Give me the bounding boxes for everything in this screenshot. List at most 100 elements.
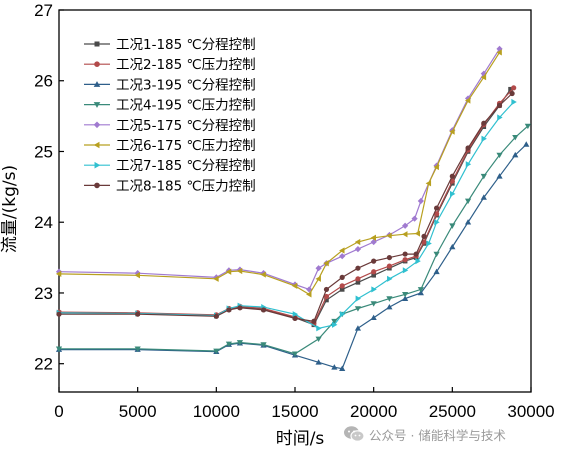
legend-label: 工况2-185 ℃压力控制	[116, 57, 256, 73]
legend-label: 工况6-175 ℃压力控制	[116, 138, 256, 154]
series-5-point	[315, 265, 322, 272]
series-4-point	[260, 342, 267, 348]
series-7-point	[511, 98, 517, 106]
y-tick-label: 27	[34, 1, 53, 20]
series-3-point	[433, 268, 440, 275]
series-1-point	[371, 272, 376, 278]
series-3-point	[512, 151, 519, 158]
series-8-point	[465, 145, 471, 151]
x-axis-title: 时间/s	[276, 429, 325, 449]
series-layer	[55, 45, 531, 371]
series-5-point	[370, 238, 377, 246]
series-4-point	[417, 287, 424, 293]
series-8-point	[226, 307, 232, 313]
series-7-point	[450, 190, 456, 198]
series-4-point	[449, 223, 456, 229]
series-5-point	[354, 246, 362, 253]
series-8-point	[386, 254, 392, 261]
series-8-point	[496, 102, 503, 109]
series-6-point	[225, 268, 232, 275]
series-8-point	[355, 265, 361, 271]
series-7-point	[497, 114, 503, 121]
legend-entry-5: 工况5-175 ℃分程控制	[84, 118, 256, 134]
series-7-point	[355, 295, 362, 302]
series-3-point	[386, 304, 393, 310]
series-2-point	[371, 269, 377, 275]
legend-marker	[94, 161, 101, 169]
series-8-point	[434, 205, 440, 211]
legend-marker	[93, 121, 101, 129]
series-3-point	[480, 194, 487, 200]
series-5-point	[411, 215, 418, 222]
series-4-point	[213, 348, 220, 355]
series-6-point	[480, 74, 487, 81]
series-8-point	[339, 274, 345, 280]
series-4-point	[512, 135, 519, 141]
series-1-line	[58, 88, 511, 326]
legend-label: 工况3-195 ℃分程控制	[116, 77, 256, 93]
y-tick-label: 22	[34, 355, 53, 374]
series-3-point	[339, 365, 346, 371]
x-tick-label: 10000	[193, 402, 240, 421]
series-6-point	[370, 234, 376, 241]
series-2-point	[511, 85, 517, 91]
legend-entry-3: 工况3-195 ℃分程控制	[84, 77, 256, 93]
legend-label: 工况7-185 ℃分程控制	[116, 158, 256, 174]
legend-marker	[94, 182, 100, 189]
series-6-point	[386, 232, 392, 239]
series-7-point	[332, 321, 338, 328]
series-6-point	[354, 238, 361, 246]
series-4-point	[433, 251, 440, 258]
series-6-point	[449, 128, 455, 135]
y-tick-label: 24	[34, 213, 53, 232]
legend-marker	[93, 141, 100, 149]
series-2-point	[386, 263, 392, 269]
series-4-point	[236, 340, 244, 346]
series-5-point	[417, 197, 424, 205]
series-5-point	[480, 70, 487, 77]
series-4-point	[496, 152, 503, 159]
x-tick-label: 5000	[119, 402, 157, 421]
series-8-point	[413, 251, 419, 257]
series-3-point	[402, 295, 409, 301]
series-7-point	[426, 240, 432, 247]
series-8-point	[371, 258, 377, 264]
series-4-point	[464, 198, 472, 205]
series-8-line	[59, 93, 513, 322]
series-6-point	[55, 270, 62, 277]
series-8-point	[260, 307, 267, 313]
series-5-point	[339, 253, 346, 260]
series-1-point	[324, 297, 329, 303]
x-tick-label: 30000	[507, 402, 554, 421]
series-3-point	[331, 364, 338, 370]
legend-entry-7: 工况7-185 ℃分程控制	[84, 158, 256, 174]
watermark: 公众号 · 储能科学与技术	[343, 422, 506, 446]
series-8-point	[449, 173, 455, 179]
series-4-point	[291, 351, 299, 357]
series-1-point	[508, 86, 513, 92]
series-3	[55, 141, 530, 371]
series-6-point	[236, 267, 243, 275]
legend-label: 工况8-185 ℃压力控制	[116, 178, 256, 194]
series-6-point	[323, 260, 329, 267]
series-6-point	[339, 247, 345, 254]
series-2-point	[323, 293, 330, 300]
legend-entry-8: 工况8-185 ℃压力控制	[84, 178, 256, 194]
series-7-point	[465, 161, 472, 168]
series-7-point	[434, 219, 440, 226]
series-5-point	[402, 222, 409, 229]
series-6-point	[306, 291, 312, 298]
series-5-point	[306, 286, 313, 293]
series-1-point	[339, 287, 345, 292]
legend-label: 工况5-175 ℃分程控制	[116, 118, 256, 134]
series-7-line	[58, 101, 515, 329]
series-6-point	[425, 180, 432, 187]
series-4-point	[354, 306, 362, 312]
series-1-point	[355, 280, 361, 285]
series-4-point	[331, 318, 338, 325]
series-7-point	[415, 258, 421, 265]
series-7-point	[339, 311, 346, 318]
legend-marker	[94, 41, 100, 47]
series-4-point	[386, 296, 393, 302]
series-4-line	[59, 125, 529, 355]
